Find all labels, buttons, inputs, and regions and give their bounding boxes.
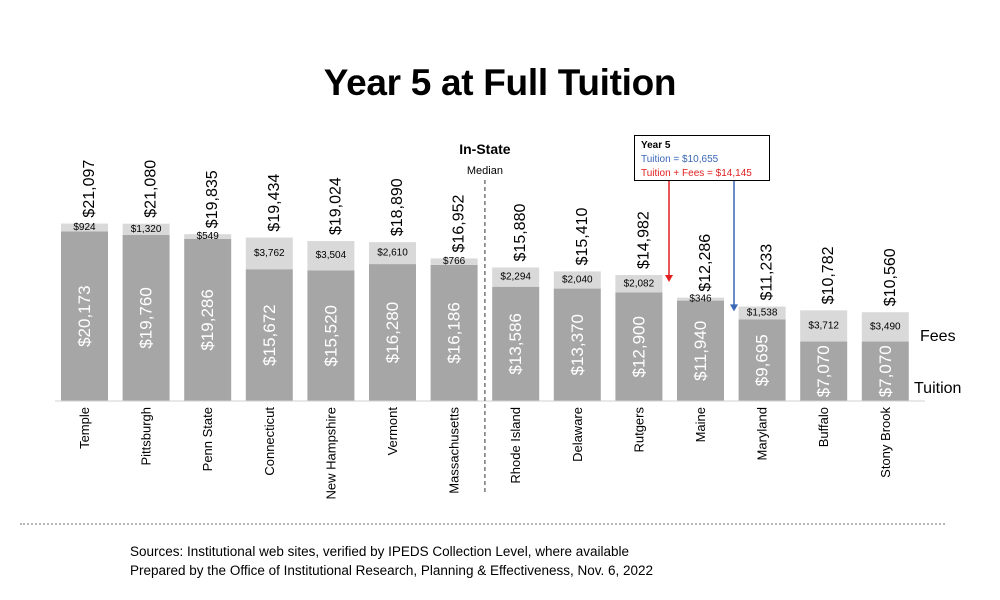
tuition-value-label: $15,520: [321, 305, 340, 366]
fees-bar: [677, 297, 724, 301]
category-label: Buffalo: [816, 407, 831, 447]
callout-title: Year 5: [641, 140, 671, 151]
tuition-bar: [553, 288, 601, 401]
category-label: Pittsburgh: [139, 407, 154, 466]
footer-divider: [20, 523, 945, 525]
total-value-label: $11,233: [759, 244, 776, 301]
tuition-value-label: $16,186: [445, 302, 464, 363]
tuition-value-label: $19,286: [198, 289, 217, 350]
total-value-label: $19,835: [204, 170, 221, 228]
tuition-bar: [492, 286, 540, 401]
category-label: Rhode Island: [508, 407, 523, 484]
fees-value-label: $2,082: [624, 278, 655, 289]
total-value-label: $10,560: [882, 248, 899, 306]
fees-value-label: $1,320: [131, 224, 162, 235]
category-label: New Hampshire: [323, 407, 338, 499]
total-value-label: $15,410: [574, 207, 591, 265]
total-value-label: $19,434: [266, 174, 283, 232]
category-label: Vermont: [385, 407, 400, 456]
fees-value-label: $549: [197, 231, 220, 242]
tuition-value-label: $15,672: [260, 304, 279, 365]
legend-tuition: Tuition: [914, 380, 961, 397]
tuition-value-label: $16,280: [383, 302, 402, 363]
tuition-value-label: $12,900: [629, 316, 648, 377]
page-title: Year 5 at Full Tuition: [323, 62, 677, 103]
fees-bar: [553, 271, 601, 289]
tuition-bar: [677, 300, 724, 401]
tuition-bar: [122, 234, 170, 401]
category-label: Maine: [693, 407, 708, 442]
fees-value-label: $3,490: [870, 321, 901, 332]
tuition-value-label: $13,370: [568, 314, 587, 375]
category-label: Stony Brook: [878, 407, 893, 478]
total-median-arrow-head: [665, 275, 673, 283]
tuition-value-label: $11,940: [691, 321, 710, 381]
fees-bar: [61, 223, 108, 232]
total-value-label: $18,890: [389, 178, 406, 236]
category-label: Maryland: [755, 407, 770, 460]
legend-fees: Fees: [920, 328, 956, 345]
category-label: Rutgers: [631, 407, 646, 453]
fees-bar: [615, 275, 663, 293]
fees-bar: [122, 223, 170, 235]
fees-bar: [492, 267, 540, 287]
fees-value-label: $2,294: [500, 272, 531, 283]
tuition-bar: [307, 270, 355, 401]
fees-value-label: $3,712: [808, 320, 839, 331]
total-value-label: $12,286: [697, 234, 714, 292]
tuition-bar: [245, 269, 293, 401]
source-note: Sources: Institutional web sites, verifi…: [130, 544, 629, 559]
fees-bar: [369, 242, 416, 265]
category-label: Temple: [77, 407, 92, 449]
total-value-label: $10,782: [820, 246, 837, 304]
tuition-value-label: $13,586: [506, 313, 525, 374]
total-value-label: $15,880: [512, 204, 529, 262]
median-sublabel: Median: [467, 165, 503, 177]
total-value-label: $16,952: [451, 194, 468, 252]
tuition-bar: [615, 292, 663, 401]
tuition-value-label: $20,173: [75, 285, 94, 346]
fees-bar: [245, 237, 293, 270]
category-label: Connecticut: [262, 407, 277, 476]
tuition-value-label: $7,070: [814, 345, 833, 397]
category-label: Delaware: [570, 407, 585, 462]
tuition-median-arrow-head: [730, 304, 738, 312]
tuition-bar: [861, 341, 909, 401]
callout-tuition-median: Tuition = $10,655: [641, 154, 719, 165]
total-value-label: $21,080: [143, 160, 160, 218]
total-value-label: $21,097: [81, 160, 98, 218]
fees-bar: [430, 258, 478, 265]
fees-bar: [861, 312, 909, 342]
fees-bar: [738, 306, 786, 320]
median-label: In-State: [459, 141, 511, 157]
category-label: Penn State: [200, 407, 215, 471]
total-value-label: $14,982: [635, 211, 652, 269]
fees-value-label: $2,610: [377, 248, 408, 259]
tuition-bar: [369, 264, 416, 401]
fees-value-label: $3,504: [316, 250, 347, 261]
fees-value-label: $924: [73, 222, 96, 233]
fees-value-label: $766: [443, 256, 466, 267]
tuition-bar: [430, 264, 478, 401]
median-callout-box: Year 5 Tuition = $10,655 Tuition + Fees …: [634, 135, 770, 181]
tuition-bar: [61, 231, 108, 401]
tuition-bar: [184, 238, 232, 401]
preparer-note: Prepared by the Office of Institutional …: [130, 563, 654, 578]
callout-total-median: Tuition + Fees = $14,145: [641, 168, 752, 179]
tuition-value-label: $9,695: [753, 334, 772, 386]
tuition-bar: [738, 319, 786, 401]
fees-value-label: $2,040: [562, 274, 593, 285]
fees-bar: [307, 241, 355, 271]
total-value-label: $19,024: [327, 177, 344, 235]
category-label: Massachusetts: [447, 407, 462, 494]
tuition-value-label: $7,070: [876, 345, 895, 397]
fees-value-label: $1,538: [747, 307, 778, 318]
fees-bar: [800, 310, 848, 342]
fees-value-label: $346: [689, 294, 712, 305]
fees-bar: [184, 234, 232, 239]
tuition-value-label: $19,760: [137, 287, 156, 348]
tuition-bar: [800, 341, 848, 401]
fees-value-label: $3,762: [254, 248, 285, 259]
